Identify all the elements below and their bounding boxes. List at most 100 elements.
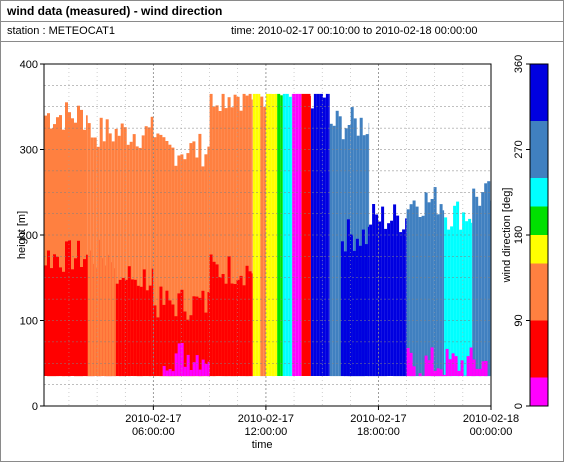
data-cell-2 <box>135 146 139 377</box>
data-cell-9 <box>258 93 261 377</box>
data-cell-4 <box>192 141 196 377</box>
data-cell-21 <box>453 205 457 377</box>
data-cell-23 <box>409 352 413 377</box>
data-cell-1 <box>80 267 83 377</box>
data-cell-2 <box>102 141 106 376</box>
data-cell-20 <box>409 204 413 377</box>
colorbar-tick-label: 180 <box>513 226 525 244</box>
colorbar-bin <box>530 349 548 378</box>
data-cell-4 <box>198 133 202 377</box>
data-cell-20 <box>415 206 419 377</box>
data-cell-6 <box>180 343 184 377</box>
data-cell-0 <box>83 129 86 377</box>
colorbar-bin <box>530 235 548 264</box>
data-cell-5 <box>159 286 163 377</box>
data-cell-2 <box>90 137 94 377</box>
data-cell-1 <box>47 250 50 377</box>
data-cell-3 <box>136 285 140 377</box>
data-cell-1 <box>50 268 53 377</box>
data-cell-3 <box>118 279 122 377</box>
colorbar-bin <box>530 377 548 406</box>
data-cell-23 <box>406 348 410 377</box>
data-cell-4 <box>174 165 178 377</box>
data-cell-23 <box>436 368 440 377</box>
data-cell-5 <box>171 304 175 377</box>
data-cell-4 <box>171 147 175 376</box>
data-cell-4 <box>156 133 160 377</box>
data-cell-6 <box>198 369 202 377</box>
data-cell-23 <box>469 347 473 377</box>
data-cell-1 <box>59 267 62 376</box>
data-cell-22 <box>472 188 476 377</box>
data-cell-21 <box>447 229 451 376</box>
x-tick-label: 2010-02-17 <box>238 413 294 425</box>
y-tick-label: 400 <box>20 59 38 71</box>
data-cell-18 <box>343 251 347 377</box>
data-cell-1 <box>62 271 65 377</box>
colorbar-tick-label: 90 <box>513 314 525 326</box>
x-tick-label: 00:00:00 <box>470 426 513 438</box>
data-cell-20 <box>406 209 410 376</box>
data-cell-2 <box>111 141 115 376</box>
data-cell-10 <box>263 106 266 377</box>
data-cell-0 <box>86 115 88 377</box>
data-cell-13 <box>285 93 289 377</box>
data-cell-7 <box>236 96 240 377</box>
data-cell-8 <box>224 283 228 377</box>
data-cell-0 <box>47 113 50 377</box>
data-cell-1 <box>53 254 56 377</box>
data-cell-2 <box>99 117 103 377</box>
data-cell-17 <box>338 116 342 377</box>
data-cell-9 <box>252 93 256 377</box>
data-cell-5 <box>201 290 205 377</box>
data-cell-21 <box>465 221 469 377</box>
data-cell-7 <box>245 95 249 377</box>
data-cell-0 <box>71 118 74 377</box>
data-cell-5 <box>153 305 157 377</box>
data-cell-8 <box>242 285 246 377</box>
data-cell-8 <box>212 261 216 377</box>
data-cell-23 <box>454 356 458 376</box>
data-cell-2 <box>141 135 145 377</box>
data-cell-23 <box>460 360 464 376</box>
data-cell-0 <box>44 115 47 376</box>
data-cell-16 <box>322 97 326 376</box>
data-cell-5 <box>207 292 210 377</box>
data-cell-0 <box>74 122 77 377</box>
data-cell-18 <box>340 241 344 376</box>
colorbar-bin <box>530 292 548 321</box>
data-cell-21 <box>459 229 463 376</box>
x-tick-label: 2010-02-18 <box>463 413 519 425</box>
data-cell-16 <box>313 93 317 377</box>
data-cell-7 <box>248 93 252 377</box>
data-cell-4 <box>183 159 187 376</box>
data-cell-0 <box>65 102 68 377</box>
y-tick-label: 200 <box>20 230 38 242</box>
data-cell-18 <box>346 219 350 377</box>
data-cell-23 <box>472 359 476 377</box>
data-cell-2 <box>120 123 124 376</box>
data-cell-19 <box>369 224 373 377</box>
data-cell-7 <box>212 106 216 377</box>
data-cell-19 <box>399 232 403 377</box>
data-cell-3 <box>121 277 125 377</box>
data-cell-19 <box>402 229 406 377</box>
data-cell-6 <box>183 366 187 377</box>
info-bar: station : METEOCAT1 time: 2010-02-17 00:… <box>1 22 563 42</box>
data-cell-5 <box>168 300 172 377</box>
data-cell-23 <box>445 348 449 377</box>
data-cell-22 <box>487 181 491 377</box>
data-cell-19 <box>393 204 397 377</box>
y-tick-label: 300 <box>20 145 38 157</box>
data-cell-4 <box>153 137 157 376</box>
data-cell-5 <box>162 304 166 377</box>
data-cell-7 <box>224 108 228 377</box>
data-cell-12 <box>277 93 281 377</box>
data-cell-21 <box>462 212 466 377</box>
data-cell-20 <box>433 187 437 377</box>
data-cell-3 <box>127 266 131 377</box>
grid-lines <box>44 64 492 406</box>
data-cell-19 <box>396 215 400 377</box>
data-cell-5 <box>177 293 181 377</box>
